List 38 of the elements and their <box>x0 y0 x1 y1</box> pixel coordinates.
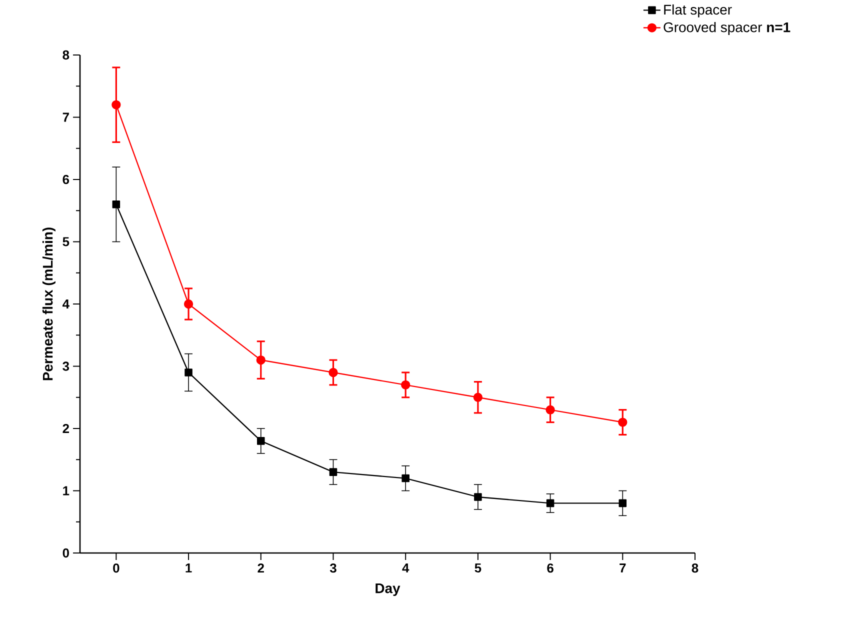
x-axis-title: Day <box>376 584 400 596</box>
point <box>184 299 194 309</box>
point <box>473 392 483 402</box>
point <box>402 474 410 482</box>
point <box>546 405 555 414</box>
x-tick-label: 1 <box>186 564 192 572</box>
y-tick-label: 3 <box>62 362 70 371</box>
point <box>112 200 120 208</box>
y-tick-label: 7 <box>62 112 69 122</box>
point <box>257 437 265 445</box>
y-tick-label: 6 <box>62 174 70 184</box>
x-tick-label: 4 <box>402 564 410 572</box>
point <box>256 355 266 365</box>
y-tick-label: 5 <box>62 237 70 246</box>
x-tick-label: 3 <box>330 563 336 573</box>
x-tick-label: 0 <box>113 563 120 573</box>
point <box>618 418 628 427</box>
point <box>546 499 554 508</box>
point <box>329 468 338 476</box>
y-tick-label: 1 <box>63 486 70 496</box>
point <box>401 380 410 390</box>
point <box>184 368 192 376</box>
x-tick-label: 2 <box>258 563 264 573</box>
point <box>618 499 627 508</box>
legend-label: Grooved spacer n=1 <box>664 22 790 35</box>
y-tick-label: 2 <box>62 424 69 434</box>
y-axis-title: Permeate flux (mL/min) <box>42 228 56 380</box>
point <box>474 493 482 501</box>
x-tick-label: 5 <box>474 564 482 573</box>
y-tick-label: 0 <box>62 548 69 558</box>
y-tick-label: 4 <box>62 300 70 308</box>
x-tick-label: 8 <box>692 563 698 573</box>
point <box>328 368 338 378</box>
point <box>112 100 121 110</box>
legend-label: Flat spacer <box>664 4 732 18</box>
x-tick-label: 7 <box>620 564 626 572</box>
x-tick-label: 6 <box>547 563 554 573</box>
y-tick-label: 8 <box>62 50 70 60</box>
